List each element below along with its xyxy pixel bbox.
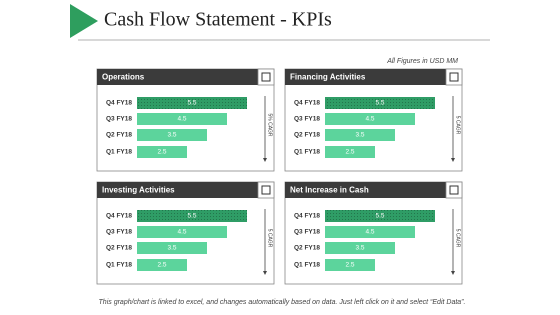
value-label: 5.5: [375, 213, 384, 220]
units-note: All Figures in USD MM: [386, 58, 458, 65]
value-label: 3.5: [167, 245, 176, 252]
value-label: 2.5: [345, 149, 354, 156]
cagr-arrowhead: [451, 158, 455, 162]
panel-icon: [261, 185, 271, 195]
bar-texture: [325, 97, 435, 109]
panel: Investing Activities Q4 FY18 5.5 Q3 FY18 4.5…: [96, 181, 275, 285]
panel-icon: [449, 185, 459, 195]
bar: [325, 242, 395, 254]
category-label: Q1 FY18: [106, 149, 132, 156]
panel-title: Investing Activities: [102, 186, 175, 195]
panel-title: Financing Activities: [290, 73, 366, 82]
slide-title: Cash Flow Statement - KPIs: [104, 9, 332, 31]
bar: [325, 129, 395, 141]
cagr-arrowhead: [263, 271, 267, 275]
category-label: Q1 FY18: [294, 149, 320, 156]
category-label: Q2 FY18: [106, 132, 132, 139]
panel-header: [97, 69, 274, 85]
cagr-label: 5 CAGR: [455, 229, 461, 248]
bar: [325, 146, 375, 158]
bar-texture: [325, 210, 435, 222]
category-label: Q2 FY18: [294, 132, 320, 139]
bar: [137, 129, 207, 141]
panel-icon-box: [257, 68, 275, 86]
category-label: Q4 FY18: [106, 213, 132, 220]
value-label: 2.5: [345, 262, 354, 269]
bar: [137, 113, 227, 125]
value-label: 2.5: [157, 149, 166, 156]
bar: [137, 146, 187, 158]
category-label: Q2 FY18: [294, 245, 320, 252]
panel-icon-box: [445, 181, 463, 199]
panel: Operations Q4 FY18 5.5 Q3 FY18 4.5 Q2 FY18 3.5…: [96, 68, 275, 172]
category-label: Q4 FY18: [294, 100, 320, 107]
cagr-arrowhead: [263, 158, 267, 162]
bar: [325, 226, 415, 238]
value-label: 4.5: [365, 116, 374, 123]
value-label: 5.5: [187, 213, 196, 220]
category-label: Q3 FY18: [294, 116, 320, 123]
cagr-label: 5 CAGR: [455, 116, 461, 135]
value-label: 2.5: [157, 262, 166, 269]
value-label: 4.5: [177, 229, 186, 236]
bar: [325, 113, 415, 125]
panel-header: [285, 182, 462, 198]
category-label: Q1 FY18: [294, 262, 320, 269]
cagr-label: 5 CAGR: [267, 229, 273, 248]
panel: Net Increase in Cash Q4 FY18 5.5 Q3 FY18 4.5…: [284, 181, 463, 285]
bar: [137, 259, 187, 271]
value-label: 5.5: [375, 100, 384, 107]
value-label: 3.5: [355, 245, 364, 252]
value-label: 3.5: [355, 132, 364, 139]
panel: Financing Activities Q4 FY18 5.5 Q3 FY18 4.5…: [284, 68, 463, 172]
bar: [325, 259, 375, 271]
value-label: 5.5: [187, 100, 196, 107]
value-label: 4.5: [177, 116, 186, 123]
category-label: Q4 FY18: [294, 213, 320, 220]
panel-header: [285, 69, 462, 85]
category-label: Q2 FY18: [106, 245, 132, 252]
footer-note: This graph/chart is linked to excel, and…: [99, 299, 466, 306]
value-label: 3.5: [167, 132, 176, 139]
title-arrow: [70, 4, 98, 38]
panel-icon-box: [257, 181, 275, 199]
category-label: Q3 FY18: [106, 229, 132, 236]
bar: [137, 226, 227, 238]
panel-title: Operations: [102, 73, 145, 82]
panel-icon: [449, 72, 459, 82]
category-label: Q4 FY18: [106, 100, 132, 107]
value-label: 4.5: [365, 229, 374, 236]
bar-texture: [137, 210, 247, 222]
bar: [137, 242, 207, 254]
cagr-label: 5% CAGR: [267, 113, 273, 136]
cagr-arrowhead: [451, 271, 455, 275]
bar-texture: [137, 97, 247, 109]
category-label: Q3 FY18: [294, 229, 320, 236]
panel-header: [97, 182, 274, 198]
panel-icon: [261, 72, 271, 82]
panel-icon-box: [445, 68, 463, 86]
panel-title: Net Increase in Cash: [290, 186, 369, 195]
category-label: Q1 FY18: [106, 262, 132, 269]
category-label: Q3 FY18: [106, 116, 132, 123]
